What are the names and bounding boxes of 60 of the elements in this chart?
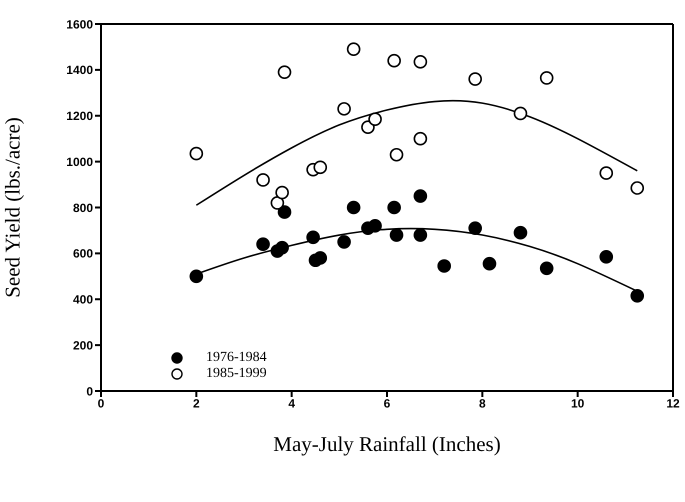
point (275, 240, 289, 254)
point (256, 237, 270, 251)
point (599, 166, 614, 180)
x-tick-label: 8 (478, 396, 486, 411)
y-tick-label: 400 (72, 292, 94, 307)
point (190, 270, 204, 284)
point (361, 120, 375, 134)
point (514, 226, 528, 240)
point (630, 181, 644, 195)
point (437, 259, 451, 273)
y-axis-title: Seed Yield (lbs./acre) (0, 117, 24, 298)
x-axis-title: May-July Rainfall (Inches) (273, 432, 501, 456)
point (414, 189, 428, 203)
y-tick-label: 600 (72, 246, 94, 261)
y-tick-label: 800 (72, 200, 94, 215)
x-tick-label: 6 (384, 396, 391, 411)
point (468, 221, 482, 235)
legend-label: 1976-1984 (206, 350, 267, 366)
x-tick-label: 12 (666, 396, 680, 411)
point (256, 173, 270, 187)
point (346, 200, 360, 214)
x-tick-label: 0 (98, 396, 105, 411)
point (346, 42, 360, 56)
point (306, 230, 320, 244)
point (414, 228, 428, 242)
y-tick-label: 1400 (66, 63, 94, 78)
point (368, 219, 382, 233)
y-tick-label: 1600 (66, 17, 94, 32)
point (313, 251, 328, 265)
legend-label: 1985-1999 (206, 366, 267, 382)
point (275, 186, 289, 200)
point (514, 106, 528, 120)
point (630, 289, 644, 303)
x-tick-label: 2 (192, 396, 200, 411)
point (270, 196, 284, 210)
y-tick-label: 200 (72, 338, 94, 352)
point (190, 146, 204, 160)
point (599, 250, 614, 264)
point (468, 72, 482, 86)
point (337, 235, 351, 249)
x-tick-label: 4 (288, 396, 296, 411)
y-tick-label: 1000 (66, 154, 94, 169)
point (414, 132, 428, 146)
point (368, 112, 382, 126)
point (337, 102, 351, 116)
point (540, 261, 554, 276)
point (390, 228, 404, 242)
point (540, 71, 554, 85)
y-tick-label: 1200 (66, 109, 94, 124)
line-series (196, 100, 638, 206)
point (278, 65, 292, 79)
y-tick-label: 0 (86, 384, 94, 398)
point (482, 256, 496, 270)
point (414, 55, 428, 69)
point (390, 148, 404, 162)
point (387, 200, 401, 214)
point (313, 160, 328, 174)
point (278, 205, 292, 219)
point (387, 54, 401, 68)
x-tick-label: 10 (570, 396, 585, 411)
